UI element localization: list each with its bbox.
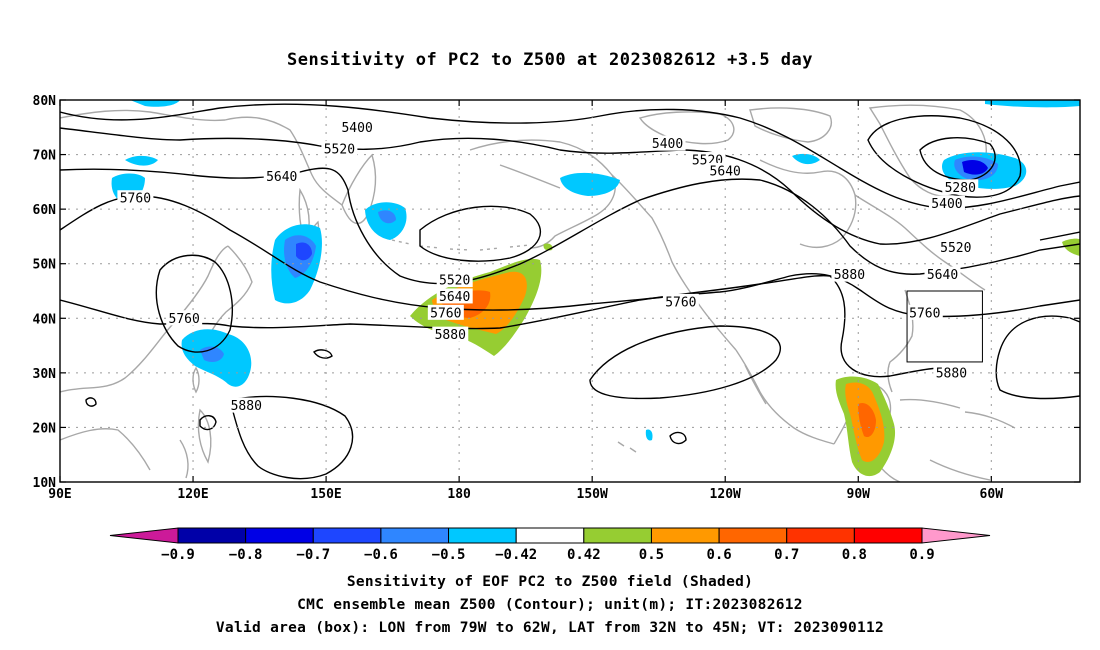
contour-label: 5760 [665,295,696,310]
colorbar-segment [853,527,923,544]
colorbar-label: 0.6 [706,547,731,563]
lon-tick-label: 60W [980,487,1004,502]
colorbar-segment [718,527,788,544]
lat-tick-label: 80N [33,94,57,109]
colorbar-segment [312,527,382,544]
contour-label: 5880 [231,399,262,414]
contour-label-bg [166,310,203,326]
contour-label-bg [942,179,979,195]
contour-label-bg [937,239,974,255]
z500-contours [60,103,1080,480]
caption-contours: CMC ensemble mean Z500 (Contour); unit(m… [297,597,803,613]
lon-tick-label: 120E [177,487,208,502]
contour-label: 5760 [909,306,940,321]
caption-valid-area: Valid area (box): LON from 79W to 62W, L… [215,620,885,636]
colorbar-label: −0.5 [432,547,466,563]
contour-label: 5880 [435,328,466,343]
lon-tick-label: 180 [447,487,471,502]
lon-tick-label: 150E [310,487,341,502]
contour-label: 5760 [430,306,461,321]
colorbar-label: −0.42 [495,547,537,563]
lon-tick-label: 90E [48,487,71,502]
contour-label-bg [432,326,469,342]
contour-label: 5760 [169,312,200,327]
contour-label-bg [427,304,464,320]
contour-label: 5880 [834,268,865,283]
contour-label: 5520 [940,241,971,256]
colorbar-label: 0.8 [842,547,867,563]
colorbar-label: 0.9 [909,547,934,563]
colorbar-label: 0.5 [639,547,664,563]
lon-tick-label: 120W [710,487,741,502]
contour-label-bg [228,397,265,413]
lat-tick-label: 20N [33,421,57,436]
plot-title: Sensitivity of PC2 to Z500 at 2023082612… [286,50,813,70]
contour-label-bg [321,141,358,157]
colorbar-segment [380,527,450,544]
lon-tick-label: 150W [577,487,608,502]
contour-label-bg [436,288,473,304]
lat-tick-label: 10N [33,476,57,491]
latitude-axis: 10N 20N 30N 40N 50N 60N 70N 80N [33,94,1080,491]
colorbar-label: −0.9 [161,547,195,563]
colorbar-label: −0.6 [364,547,398,563]
lat-tick-label: 70N [33,149,57,164]
contour-label: 5640 [439,290,470,305]
colorbar-label: −0.8 [229,547,263,563]
contour-label: 5280 [945,181,976,196]
contour-label-bg [436,272,473,288]
contour-label: 5520 [439,274,470,289]
contour-label: 5640 [266,170,297,185]
map-frame [59,99,1081,483]
negative-region [130,100,180,107]
contour-label-bg [649,135,686,151]
caption-shading: Sensitivity of EOF PC2 to Z500 field (Sh… [346,574,754,590]
colorbar-segment [177,527,247,544]
contour-label-bg [933,364,970,380]
colorbar-segment [650,527,720,544]
colorbar: −0.9 −0.8 −0.7 −0.6 −0.5 −0.42 0.42 0.5 0.6 0.7 0.… [109,527,991,563]
colorbar-segment [448,527,517,544]
contour-label-bg [707,162,744,178]
lat-tick-label: 30N [33,367,57,382]
contour-label-bg [831,266,868,282]
contour-label: 5400 [341,121,372,136]
colorbar-label: −0.7 [296,547,330,563]
colorbar-segment [515,527,585,544]
coastlines [60,104,1016,482]
contour-label-bg [906,304,943,320]
colorbar-label: 0.7 [774,547,799,563]
contour-label-bg [263,168,300,184]
lat-tick-label: 60N [33,203,57,218]
valid-area-box [906,290,983,363]
contour-label: 5400 [652,137,683,152]
colorbar-label: 0.42 [567,547,601,563]
contour-label-bg [928,195,965,211]
contour-label-bg [117,190,154,206]
colorbar-segment [583,527,652,544]
colorbar-low-extend [109,527,179,544]
lat-tick-label: 50N [33,258,57,273]
longitude-axis: 90E 120E 150E 180 150W 120W 90W 60W [48,100,1003,502]
lat-tick-label: 40N [33,312,57,327]
contour-label: 5760 [120,192,151,207]
contour-label-bg [924,266,961,282]
contour-label: 5880 [936,366,967,381]
colorbar-segment [245,527,314,544]
lon-tick-label: 90W [847,487,871,502]
contour-label: 5640 [710,164,741,179]
contour-label: 5400 [931,197,962,212]
contour-label: 5520 [324,143,355,158]
contour-label-bg [339,119,376,135]
closed-contour [155,254,233,353]
colorbar-segment [786,527,855,544]
colorbar-high-extend [921,527,991,544]
contour-label-bg [662,293,699,309]
contour-label: 5640 [927,268,958,283]
